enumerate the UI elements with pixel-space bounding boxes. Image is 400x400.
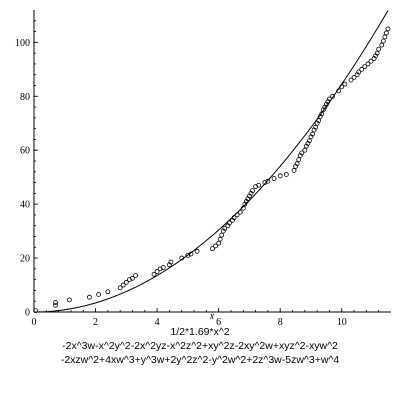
data-point [250, 188, 255, 194]
data-point [265, 178, 271, 184]
data-point [66, 297, 72, 303]
data-point [194, 248, 200, 254]
data-point [362, 64, 368, 70]
y-tick-label: 0 [25, 308, 30, 319]
data-point [283, 172, 289, 177]
data-point [342, 81, 348, 87]
data-point [348, 77, 354, 83]
caption-line-2: -2x^3w-x^2y^2-2x^2yz-x^2z^2+xy^2z-2xy^2w… [62, 340, 338, 352]
data-point [117, 285, 123, 291]
data-point [105, 289, 111, 295]
data-point [351, 75, 357, 80]
y-tick-label: 20 [20, 254, 30, 265]
data-point [154, 269, 160, 274]
data-point [168, 259, 174, 265]
data-point [234, 212, 240, 218]
data-point [359, 66, 365, 72]
data-point [376, 46, 382, 52]
data-point [302, 147, 308, 153]
data-point [294, 161, 300, 167]
data-point [385, 26, 391, 32]
x-tick-label: 6 [216, 317, 221, 328]
data-point [374, 50, 380, 56]
x-tick-label: 8 [278, 317, 283, 328]
data-point [216, 240, 222, 246]
y-tick-label: 60 [20, 146, 30, 157]
x-tick-label: 4 [155, 317, 160, 328]
data-point [53, 302, 58, 308]
data-point [383, 30, 389, 36]
data-point [339, 84, 345, 90]
data-point [123, 279, 129, 285]
data-point [365, 61, 371, 67]
data-point [217, 236, 223, 242]
data-point [222, 226, 228, 231]
fit-curve [33, 10, 389, 313]
data-point [231, 215, 237, 221]
data-point [120, 282, 126, 288]
data-point [33, 308, 38, 314]
x-tick-label: 0 [32, 317, 37, 328]
data-point [368, 58, 374, 64]
data-point [188, 251, 194, 257]
data-point [307, 138, 312, 144]
data-point [210, 246, 215, 252]
data-point [310, 131, 315, 137]
data-point [160, 265, 166, 270]
data-point [227, 220, 232, 226]
data-points-layer [33, 26, 391, 314]
x-tick-label: 2 [93, 317, 98, 328]
x-tick-label: 10 [337, 317, 347, 328]
data-point [277, 173, 283, 179]
data-point [151, 271, 157, 277]
data-point [179, 255, 185, 261]
data-point [87, 294, 92, 300]
data-point [130, 275, 135, 281]
data-point [299, 150, 305, 156]
y-tick-label: 100 [15, 38, 30, 49]
data-point [379, 42, 385, 48]
fit-curve-layer [33, 10, 389, 313]
data-point [96, 292, 102, 297]
data-point [219, 232, 225, 238]
data-point [213, 243, 218, 249]
data-point [380, 38, 386, 44]
y-tick-label: 40 [20, 200, 30, 211]
data-point [291, 168, 297, 173]
data-point [133, 273, 138, 279]
data-point [240, 205, 246, 211]
data-point [237, 209, 243, 215]
data-point [271, 176, 277, 181]
data-point [356, 69, 362, 75]
data-point [313, 124, 319, 130]
data-point [319, 111, 325, 117]
x-axis-label: x [209, 311, 215, 322]
y-tick-label: 80 [20, 92, 30, 103]
data-point [336, 88, 342, 94]
data-point [327, 96, 332, 102]
data-point [256, 182, 262, 188]
caption-line-3: -2xzw^2+4xw^3+y^3w+2y^2z^2-y^2w^2+2z^3w-… [60, 354, 340, 366]
data-point [296, 157, 302, 163]
caption-line-1: 1/2*1.69*x^2 [170, 326, 230, 338]
data-point [382, 34, 388, 40]
data-point [330, 93, 335, 99]
data-point [53, 300, 58, 305]
data-point [316, 118, 322, 123]
